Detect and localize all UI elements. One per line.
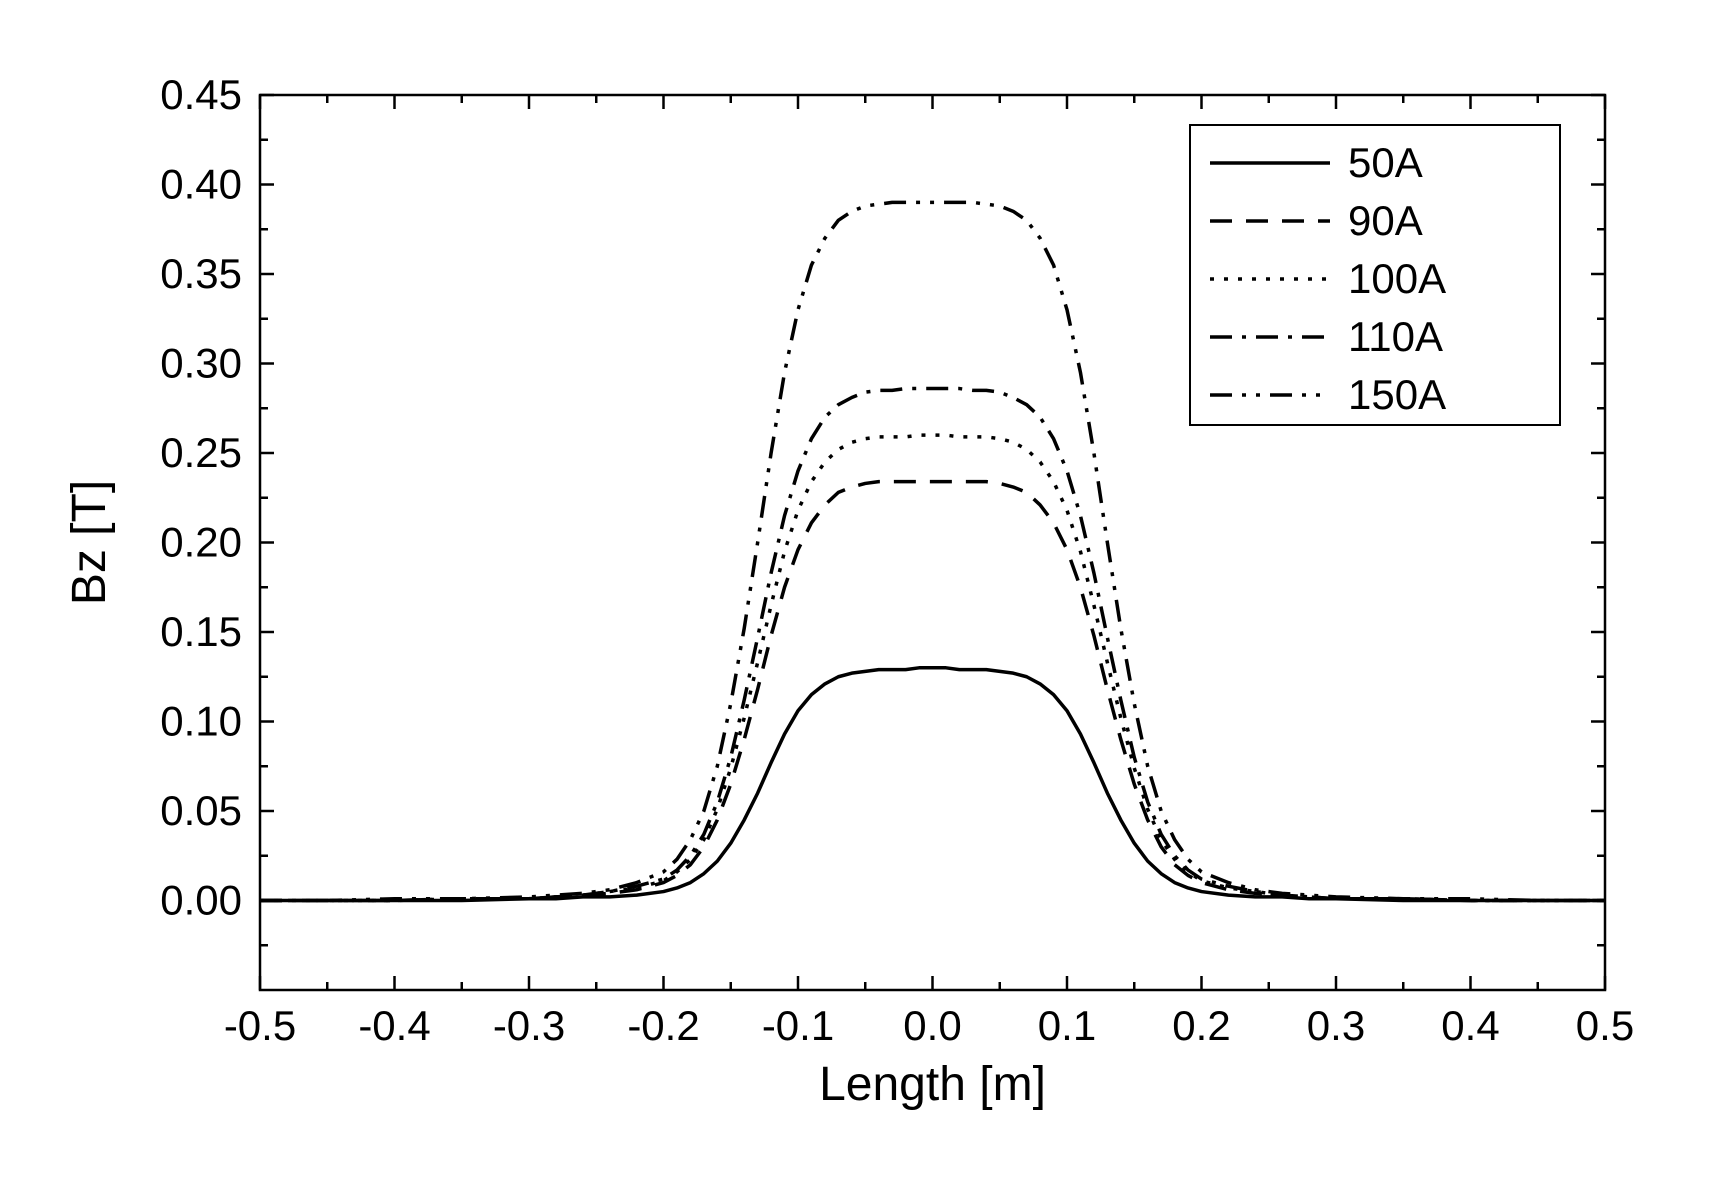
y-tick-label: 0.40	[160, 161, 242, 208]
y-tick-label: 0.25	[160, 429, 242, 476]
legend-label: 110A	[1348, 313, 1443, 360]
series-line	[260, 202, 1605, 900]
x-axis-label: Length [m]	[819, 1058, 1046, 1111]
x-tick-label: 0.5	[1576, 1002, 1634, 1049]
x-tick-label: -0.4	[358, 1002, 430, 1049]
y-axis-label: Bz [T]	[63, 480, 116, 605]
series-line	[260, 668, 1605, 901]
series-group	[260, 202, 1605, 900]
y-tick-label: 0.45	[160, 71, 242, 118]
legend-label: 150A	[1348, 371, 1446, 418]
chart-container: -0.5 -0.4 -0.3 -0.2 -0.1 0.0 0.1 0.2 0.3 0.4 0.5 0.…	[0, 0, 1710, 1194]
x-tick-label: -0.5	[224, 1002, 296, 1049]
x-tick-label: -0.3	[493, 1002, 565, 1049]
y-tick-label: 0.30	[160, 340, 242, 387]
x-tick-label: -0.2	[627, 1002, 699, 1049]
x-tick-label: 0.4	[1441, 1002, 1499, 1049]
y-tick-label: 0.20	[160, 519, 242, 566]
legend-label: 90A	[1348, 197, 1423, 244]
line-chart: -0.5 -0.4 -0.3 -0.2 -0.1 0.0 0.1 0.2 0.3 0.4 0.5 0.…	[0, 0, 1710, 1194]
y-tick-label: 0.15	[160, 608, 242, 655]
legend-label: 50A	[1348, 139, 1423, 186]
y-tick-label: 0.10	[160, 698, 242, 745]
x-tick-label: 0.3	[1307, 1002, 1365, 1049]
x-tick-label: 0.0	[903, 1002, 961, 1049]
y-tick-label: 0.05	[160, 787, 242, 834]
legend-label: 100A	[1348, 255, 1446, 302]
series-line	[260, 482, 1605, 901]
y-tick-label: 0.00	[160, 877, 242, 924]
x-tick-label: 0.2	[1172, 1002, 1230, 1049]
series-line	[260, 389, 1605, 901]
x-tick-label: 0.1	[1038, 1002, 1096, 1049]
x-tick-label: -0.1	[762, 1002, 834, 1049]
y-tick-label: 0.35	[160, 250, 242, 297]
